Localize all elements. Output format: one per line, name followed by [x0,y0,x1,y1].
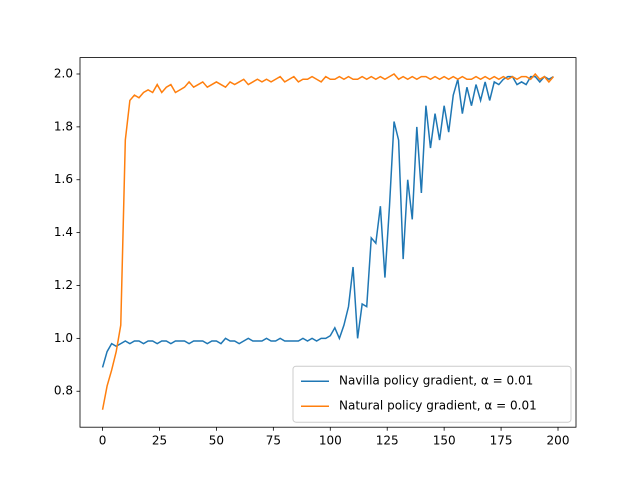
y-tick-label: 1.2 [54,278,73,292]
x-tick-label: 25 [152,434,167,448]
x-tick-label: 75 [266,434,281,448]
legend-label: Navilla policy gradient, α = 0.01 [339,374,533,388]
x-tick-label: 150 [433,434,456,448]
line [101,72,555,410]
y-tick-label: 1.8 [54,119,73,133]
x-tick-label: 200 [547,434,570,448]
x-tick-label: 175 [490,434,513,448]
y-tick-label: 1.4 [54,225,73,239]
legend-box [292,365,572,423]
y-tick-label: 1.0 [54,331,73,345]
x-tick-label: 0 [99,434,107,448]
x-tick-label: 125 [376,434,399,448]
x-tick-label: 50 [209,434,224,448]
y-tick-label: 0.8 [54,384,73,398]
y-tick-label: 2.0 [54,66,73,80]
axes-frame [79,57,577,428]
y-tick-label: 1.6 [54,172,73,186]
line [101,75,554,368]
x-tick-label: 100 [319,434,342,448]
legend-label: Natural policy gradient, α = 0.01 [339,399,537,413]
